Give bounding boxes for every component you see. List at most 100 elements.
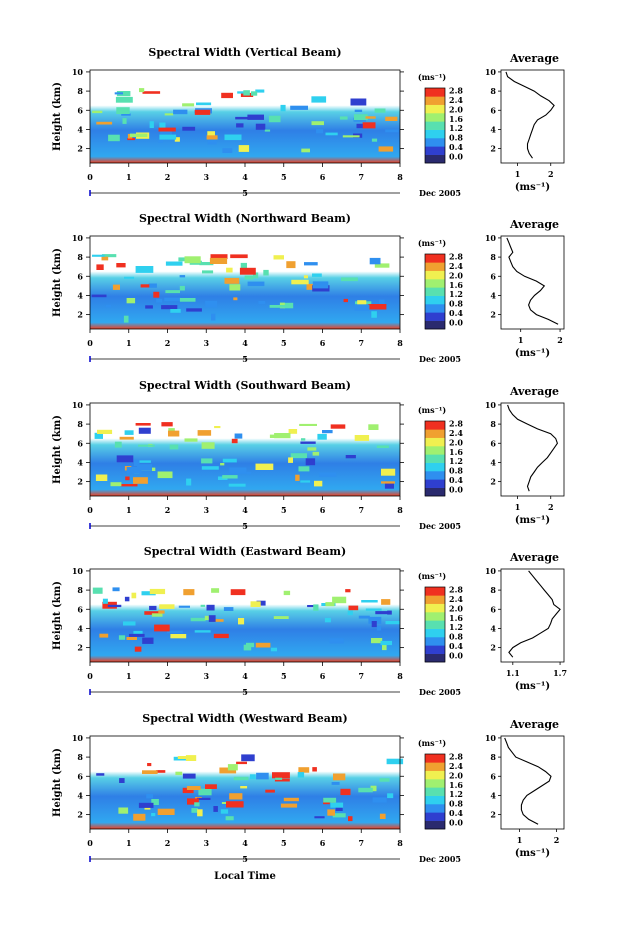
- colorbar-swatch: [425, 762, 445, 771]
- average-x-tick-label: 2: [548, 502, 554, 512]
- heatmap-cell: [135, 423, 151, 426]
- heatmap-cell: [170, 634, 187, 639]
- heatmap-cell: [146, 794, 154, 799]
- heatmap-cell: [139, 88, 145, 93]
- average-y-tick-label: 2: [490, 144, 496, 154]
- heatmap-cell: [157, 808, 175, 815]
- heatmap-cell: [295, 474, 300, 481]
- x-tick-label: 7: [358, 338, 364, 348]
- heatmap-cell: [307, 605, 314, 608]
- heatmap-cell: [156, 298, 163, 303]
- heatmap-cell: [116, 455, 134, 463]
- heatmap-cell: [356, 123, 363, 129]
- heatmap-cell: [207, 131, 215, 138]
- heatmap-cell: [382, 643, 387, 651]
- average-y-tick-label: 2: [490, 310, 496, 320]
- heatmap-cell: [197, 430, 212, 436]
- heatmap-cell: [298, 767, 310, 773]
- colorbar-tick-label: 0.0: [449, 650, 463, 660]
- x-axis-label: Local Time: [214, 871, 276, 882]
- heatmap-cell: [201, 466, 219, 470]
- heatmap-field: [90, 736, 400, 829]
- heatmap-cell: [199, 262, 214, 266]
- heatmap-cell: [208, 615, 216, 622]
- heatmap-cell: [211, 313, 216, 321]
- heatmap-cell: [247, 114, 264, 120]
- x-tick-label: 8: [397, 671, 403, 681]
- heatmap-cells: [96, 754, 404, 822]
- y-tick-label: 4: [77, 457, 83, 467]
- heatmap-cell: [94, 432, 103, 439]
- heatmap-cell: [354, 114, 368, 121]
- heatmap-cell: [375, 611, 390, 615]
- colorbar-tick-label: 2.8: [449, 252, 463, 262]
- heatmap-cell: [97, 429, 113, 434]
- date-label: Dec 2005: [419, 188, 461, 198]
- colorbar-tick-label: 0.8: [449, 799, 463, 809]
- colorbar-swatch: [425, 96, 445, 105]
- heatmap-cell: [385, 129, 399, 133]
- colorbar-swatch: [425, 820, 445, 830]
- heatmap-cell: [387, 793, 394, 799]
- date-marker: 5: [242, 521, 248, 531]
- heatmap-cell: [226, 801, 244, 808]
- colorbar-frame: [424, 253, 446, 330]
- heatmap-cell: [222, 475, 238, 479]
- colorbar-swatch: [425, 154, 445, 164]
- heatmap-cell: [291, 279, 309, 285]
- heatmap-cell: [371, 311, 377, 318]
- colorbar-tick-label: 1.2: [449, 622, 463, 632]
- colorbar-tick-label: 1.2: [449, 456, 463, 466]
- heatmap-cell: [107, 604, 122, 608]
- average-y-tick-label: 4: [490, 790, 496, 800]
- heatmap-cell: [177, 756, 191, 759]
- heatmap-cell: [379, 778, 390, 782]
- heatmap-cell: [102, 598, 108, 604]
- x-tick-label: 2: [165, 505, 171, 515]
- heatmap-cell: [197, 809, 203, 817]
- heatmap-cell: [230, 254, 248, 259]
- heatmap-cell: [220, 463, 225, 466]
- x-tick-label: 2: [165, 838, 171, 848]
- heatmap-cell: [305, 458, 316, 466]
- heatmap-cell: [283, 797, 299, 802]
- y-tick-label: 4: [77, 623, 83, 633]
- colorbar-swatch: [425, 446, 445, 455]
- average-y-tick-label: 4: [490, 457, 496, 467]
- average-frame: [500, 568, 565, 663]
- colorbar-swatch: [425, 587, 445, 596]
- heatmap-cell: [384, 482, 394, 489]
- heatmap-cell: [327, 809, 335, 816]
- average-x-tick-label: 1: [517, 835, 523, 845]
- heatmap-cell: [374, 108, 386, 113]
- date-marker: 5: [242, 354, 248, 364]
- average-y-tick-label: 10: [485, 566, 497, 576]
- heatmap-cell: [381, 481, 395, 484]
- colorbar-unit: (ms⁻¹): [418, 738, 446, 748]
- colorbar-swatch: [425, 487, 445, 497]
- heatmap-cell: [345, 589, 351, 593]
- heatmap-cell: [141, 591, 156, 596]
- average-y-tick-label: 8: [490, 86, 496, 96]
- heatmap-cell: [317, 433, 327, 440]
- heatmap-cell: [226, 267, 233, 273]
- heatmap-cell: [99, 633, 109, 638]
- y-tick-label: 6: [77, 771, 83, 781]
- colorbar-swatch: [425, 113, 445, 122]
- heatmap-cell: [164, 297, 181, 302]
- colorbar-tick-label: 2.4: [449, 594, 463, 604]
- y-tick-label: 8: [77, 419, 83, 429]
- average-x-tick-label: 1: [515, 169, 521, 179]
- heatmap-cell: [165, 290, 180, 294]
- colorbar-swatch: [425, 88, 445, 97]
- colorbar-swatch: [425, 304, 445, 313]
- heatmap-cell: [202, 270, 214, 274]
- x-tick-label: 8: [397, 505, 403, 515]
- heatmap-cell: [378, 146, 394, 152]
- x-tick-label: 1: [126, 172, 132, 182]
- colorbar-tick-label: 0.0: [449, 817, 463, 827]
- heatmap-cell: [190, 617, 206, 622]
- colorbar-tick-label: 1.6: [449, 780, 463, 790]
- heatmap-cell: [210, 254, 228, 260]
- heatmap-cell: [126, 637, 137, 640]
